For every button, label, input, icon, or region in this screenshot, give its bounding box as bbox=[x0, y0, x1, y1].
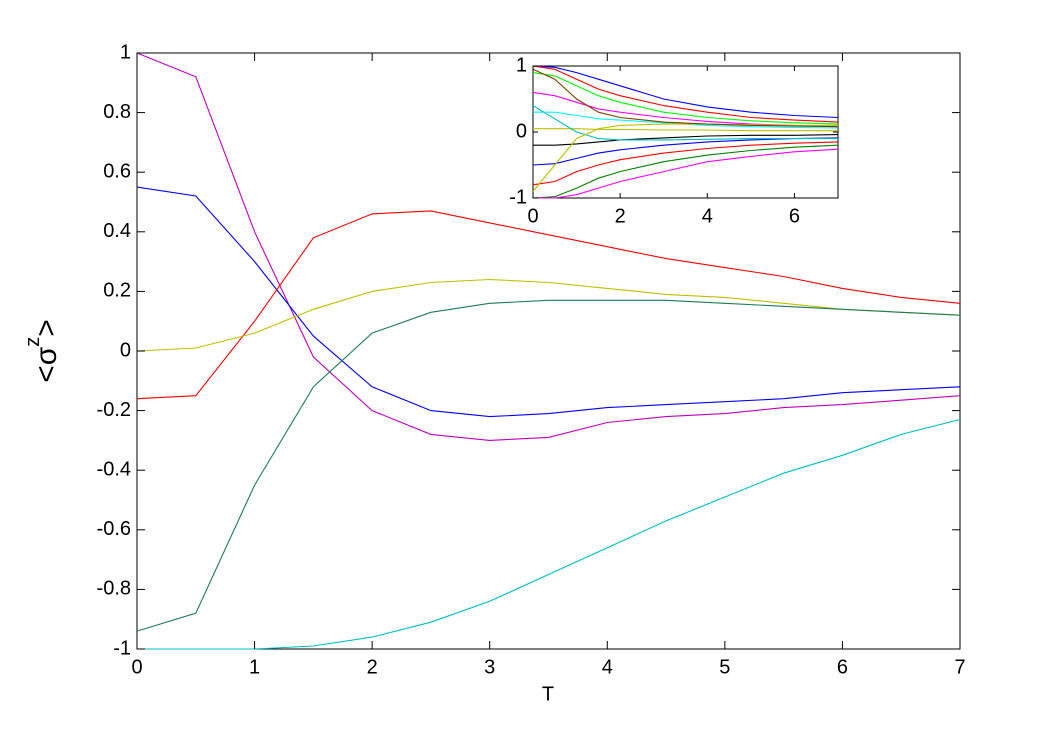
y-label-end: > bbox=[30, 319, 63, 337]
series-line bbox=[533, 148, 839, 199]
y-tick-label: 0.8 bbox=[103, 101, 131, 123]
series-line bbox=[136, 299, 961, 632]
series-line bbox=[136, 52, 961, 441]
series-line bbox=[136, 210, 961, 400]
series-line bbox=[136, 278, 961, 352]
x-tick-label: 0 bbox=[527, 205, 538, 227]
x-tick-label: 6 bbox=[789, 205, 800, 227]
y-tick-label: -0.4 bbox=[97, 458, 131, 480]
y-tick-label: 1 bbox=[516, 54, 527, 76]
x-tick-label: 2 bbox=[367, 656, 378, 678]
x-tick-label: 2 bbox=[615, 205, 626, 227]
series-line bbox=[533, 134, 839, 146]
x-tick-label: 1 bbox=[249, 656, 260, 678]
series-line bbox=[533, 111, 839, 129]
x-tick-label: 4 bbox=[602, 656, 613, 678]
series-line bbox=[136, 186, 961, 418]
series-line bbox=[532, 65, 839, 123]
series-line bbox=[532, 141, 839, 186]
y-tick-label: 0 bbox=[120, 339, 131, 361]
x-tick-label: 4 bbox=[702, 205, 713, 227]
y-tick-label: -0.6 bbox=[97, 518, 131, 540]
x-tick-label: 7 bbox=[954, 656, 965, 678]
x-tick-label: 0 bbox=[131, 656, 142, 678]
y-tick-label: -0.2 bbox=[97, 399, 131, 421]
y-label-sup: z bbox=[22, 337, 44, 347]
x-tick-label: 5 bbox=[719, 656, 730, 678]
y-tick-label: 0.4 bbox=[103, 220, 131, 242]
series-line bbox=[137, 418, 961, 650]
y-tick-label: -1 bbox=[113, 637, 131, 659]
y-tick-label: 0.6 bbox=[103, 160, 131, 182]
y-tick-label: -1 bbox=[509, 186, 527, 208]
series-line bbox=[532, 105, 838, 141]
y-label-base: <σ bbox=[30, 346, 63, 383]
series-line bbox=[533, 128, 838, 132]
y-tick-label: 0 bbox=[516, 120, 527, 142]
x-tick-label: 6 bbox=[837, 656, 848, 678]
y-tick-label: -0.8 bbox=[97, 578, 131, 600]
series-line bbox=[532, 68, 839, 128]
y-tick-label: 0.2 bbox=[103, 280, 131, 302]
y-tick-label: 1 bbox=[120, 41, 131, 63]
series-line bbox=[532, 123, 838, 192]
x-tick-label: 3 bbox=[484, 656, 495, 678]
series-line bbox=[532, 72, 839, 125]
y-axis-label: <σz> bbox=[22, 319, 63, 383]
series-line bbox=[532, 65, 839, 119]
plot-area bbox=[532, 65, 839, 199]
series-line bbox=[532, 137, 839, 166]
x-axis-label: T bbox=[542, 683, 554, 705]
series-line bbox=[532, 144, 839, 199]
